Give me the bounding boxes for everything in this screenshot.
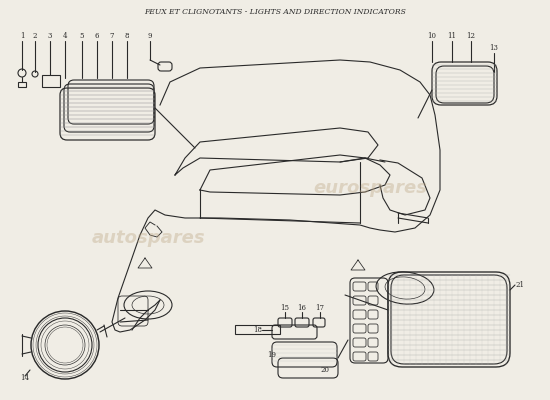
Text: 17: 17	[316, 304, 324, 312]
Text: 8: 8	[125, 32, 129, 40]
Text: 18: 18	[254, 326, 262, 334]
Text: 4: 4	[63, 32, 67, 40]
Text: 21: 21	[515, 281, 525, 289]
Text: 16: 16	[298, 304, 306, 312]
Text: 6: 6	[95, 32, 99, 40]
Text: 7: 7	[110, 32, 114, 40]
Bar	[18, 82, 26, 87]
Text: 1: 1	[20, 32, 24, 40]
Text: FEUX ET CLIGNOTANTS - LIGHTS AND DIRECTION INDICATORS: FEUX ET CLIGNOTANTS - LIGHTS AND DIRECTI…	[144, 8, 406, 16]
Text: 11: 11	[448, 32, 456, 40]
Text: 5: 5	[80, 32, 84, 40]
Text: 2: 2	[33, 32, 37, 40]
Text: eurospares: eurospares	[313, 179, 427, 197]
Text: 3: 3	[48, 32, 52, 40]
Text: 15: 15	[280, 304, 289, 312]
Text: 14: 14	[20, 374, 30, 382]
Text: 19: 19	[267, 351, 277, 359]
Bar	[235, 325, 280, 334]
Text: 12: 12	[466, 32, 476, 40]
Text: autospares: autospares	[91, 229, 205, 247]
Bar	[42, 75, 60, 87]
Text: 20: 20	[321, 366, 329, 374]
Text: 13: 13	[490, 44, 498, 52]
Text: 10: 10	[427, 32, 437, 40]
Text: 9: 9	[148, 32, 152, 40]
